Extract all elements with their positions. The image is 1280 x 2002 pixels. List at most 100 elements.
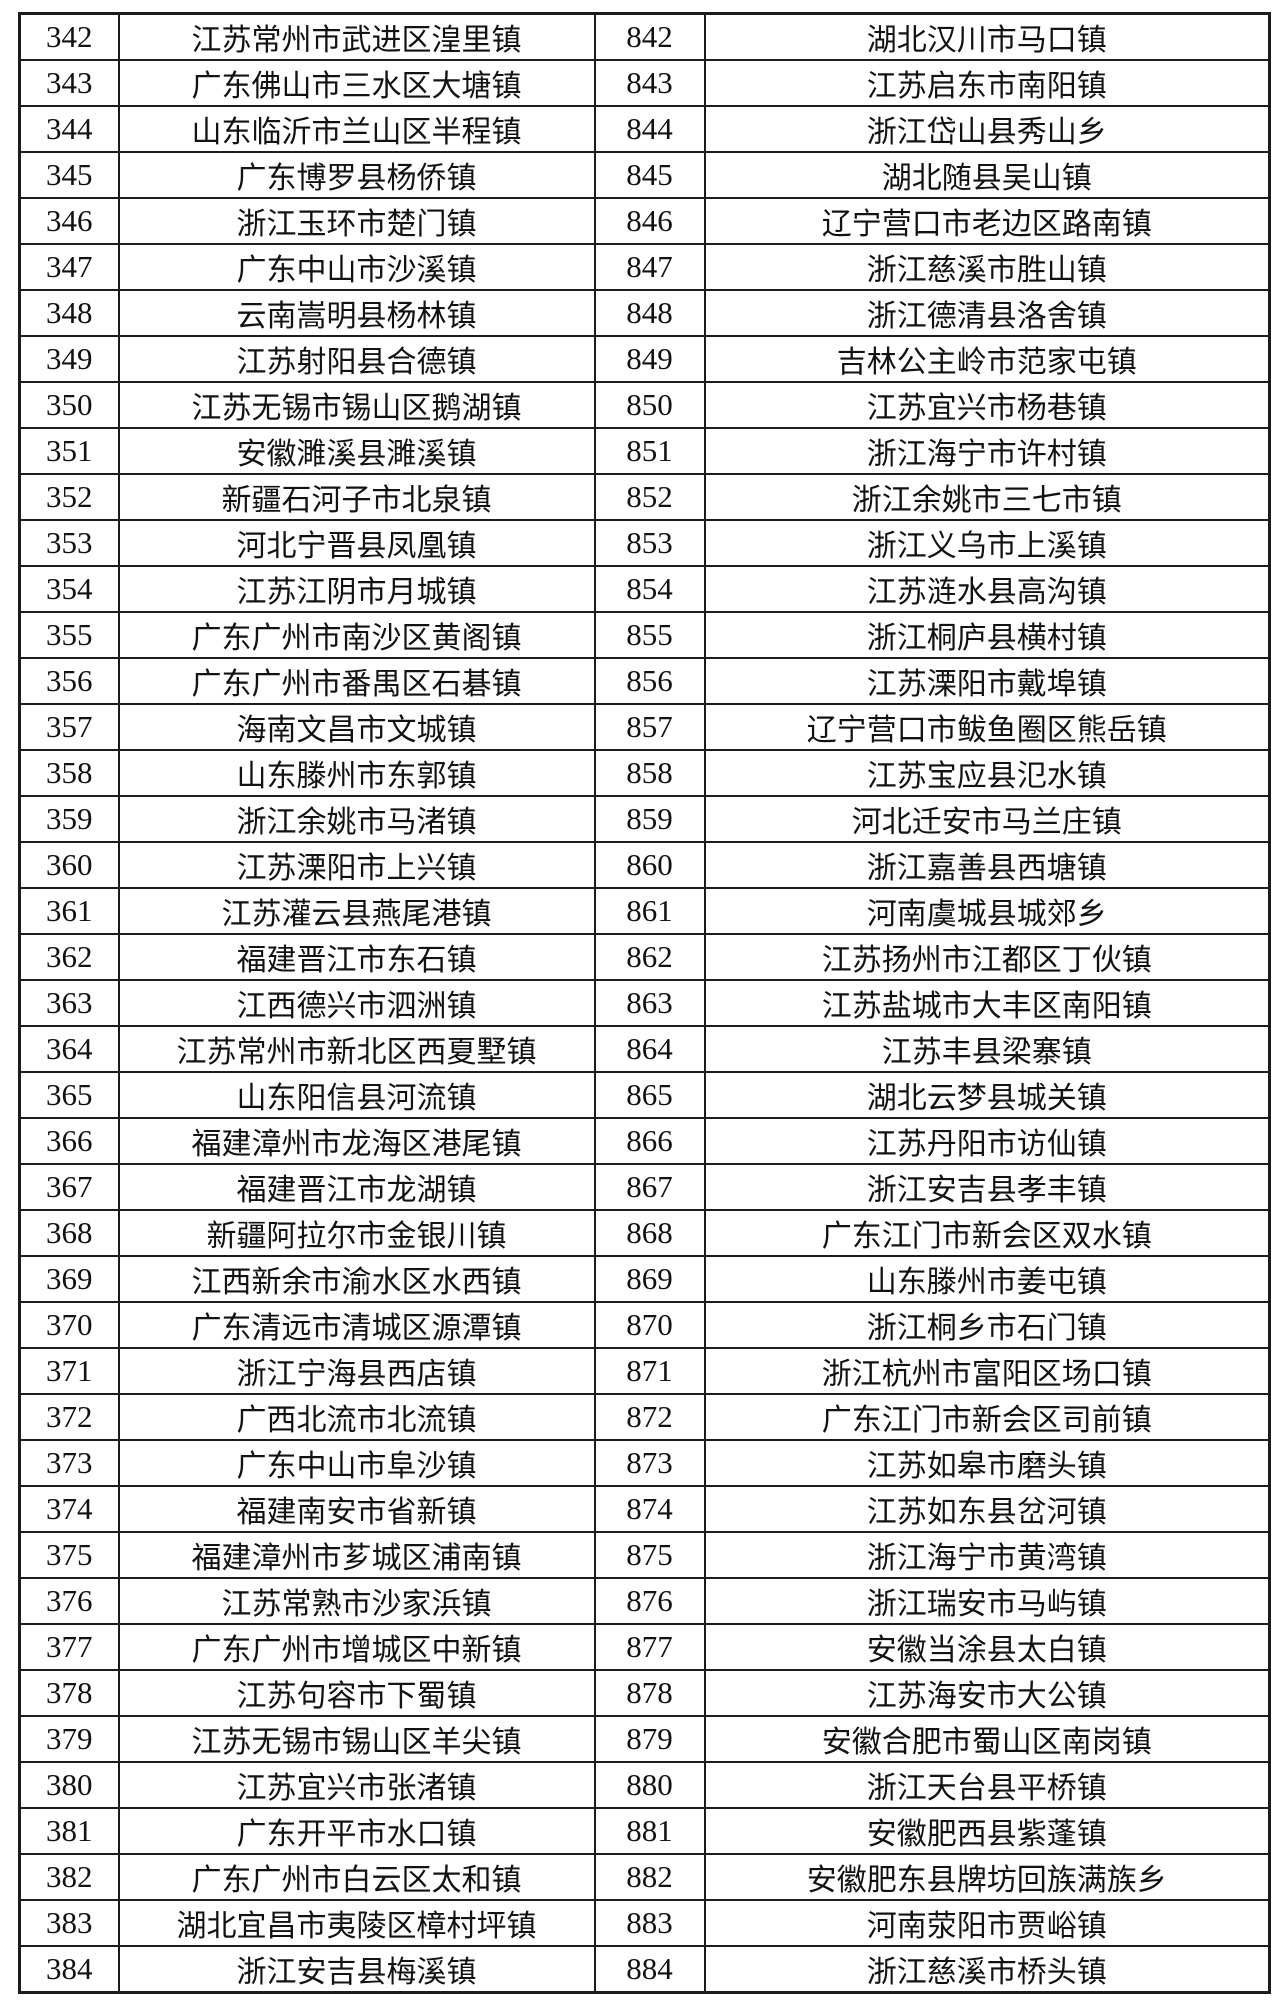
rank-cell: 353 [18,519,120,567]
rank-cell: 857 [593,703,706,751]
rank-cell: 882 [593,1853,706,1901]
rank-cell: 884 [593,1945,706,1994]
table-row: 346 浙江玉环市楚门镇 846 辽宁营口市老边区路南镇 [18,197,1271,245]
rank-cell: 374 [18,1485,120,1533]
town-name-cell: 浙江义乌市上溪镇 [703,519,1271,567]
town-name-cell: 江苏溧阳市上兴镇 [117,841,596,889]
town-name-cell: 广东广州市增城区中新镇 [117,1623,596,1671]
town-name-cell: 吉林公主岭市范家屯镇 [703,335,1271,383]
town-name-cell: 云南嵩明县杨林镇 [117,289,596,337]
town-name-cell: 浙江嘉善县西塘镇 [703,841,1271,889]
rank-cell: 869 [593,1255,706,1303]
town-name-cell: 江苏江阴市月城镇 [117,565,596,613]
rank-cell: 854 [593,565,706,613]
town-name-cell: 安徽肥西县紫蓬镇 [703,1807,1271,1855]
rank-cell: 874 [593,1485,706,1533]
town-name-cell: 浙江桐乡市石门镇 [703,1301,1271,1349]
rank-cell: 863 [593,979,706,1027]
town-name-cell: 湖北云梦县城关镇 [703,1071,1271,1119]
rank-cell: 849 [593,335,706,383]
town-name-cell: 江苏宜兴市杨巷镇 [703,381,1271,429]
rank-cell: 865 [593,1071,706,1119]
table-row: 377 广东广州市增城区中新镇 877 安徽当涂县太白镇 [18,1623,1271,1671]
town-name-cell: 浙江海宁市黄湾镇 [703,1531,1271,1579]
town-name-cell: 广东佛山市三水区大塘镇 [117,59,596,107]
town-name-cell: 福建晋江市龙湖镇 [117,1163,596,1211]
town-name-cell: 湖北汉川市马口镇 [703,12,1271,61]
rank-cell: 365 [18,1071,120,1119]
table-row: 359 浙江余姚市马渚镇 859 河北迁安市马兰庄镇 [18,795,1271,843]
rank-cell: 881 [593,1807,706,1855]
rank-cell: 350 [18,381,120,429]
table-row: 347 广东中山市沙溪镇 847 浙江慈溪市胜山镇 [18,243,1271,291]
rank-cell: 377 [18,1623,120,1671]
town-name-cell: 广东江门市新会区双水镇 [703,1209,1271,1257]
town-name-cell: 新疆阿拉尔市金银川镇 [117,1209,596,1257]
table-row: 351 安徽濉溪县濉溪镇 851 浙江海宁市许村镇 [18,427,1271,475]
rank-cell: 346 [18,197,120,245]
town-name-cell: 河北迁安市马兰庄镇 [703,795,1271,843]
table-row: 362 福建晋江市东石镇 862 江苏扬州市江都区丁伙镇 [18,933,1271,981]
table-row: 365 山东阳信县河流镇 865 湖北云梦县城关镇 [18,1071,1271,1119]
rank-cell: 880 [593,1761,706,1809]
table-row: 376 江苏常熟市沙家浜镇 876 浙江瑞安市马屿镇 [18,1577,1271,1625]
town-name-cell: 浙江慈溪市胜山镇 [703,243,1271,291]
table-row: 380 江苏宜兴市张渚镇 880 浙江天台县平桥镇 [18,1761,1271,1809]
rank-cell: 864 [593,1025,706,1073]
table-row: 364 江苏常州市新北区西夏墅镇 864 江苏丰县梁寨镇 [18,1025,1271,1073]
rank-cell: 845 [593,151,706,199]
rank-cell: 866 [593,1117,706,1165]
rank-cell: 872 [593,1393,706,1441]
rank-cell: 371 [18,1347,120,1395]
rank-cell: 867 [593,1163,706,1211]
town-name-cell: 江苏启东市南阳镇 [703,59,1271,107]
rank-cell: 342 [18,12,120,61]
town-name-cell: 浙江余姚市马渚镇 [117,795,596,843]
town-name-cell: 河南荥阳市贾峪镇 [703,1899,1271,1947]
table-row: 381 广东开平市水口镇 881 安徽肥西县紫蓬镇 [18,1807,1271,1855]
town-name-cell: 山东阳信县河流镇 [117,1071,596,1119]
rank-cell: 856 [593,657,706,705]
rank-cell: 369 [18,1255,120,1303]
table-row: 349 江苏射阳县合德镇 849 吉林公主岭市范家屯镇 [18,335,1271,383]
rank-cell: 844 [593,105,706,153]
town-name-cell: 江苏涟水县高沟镇 [703,565,1271,613]
rank-cell: 367 [18,1163,120,1211]
town-name-cell: 安徽肥东县牌坊回族满族乡 [703,1853,1271,1901]
rank-cell: 362 [18,933,120,981]
rank-cell: 381 [18,1807,120,1855]
town-name-cell: 海南文昌市文城镇 [117,703,596,751]
table-row: 370 广东清远市清城区源潭镇 870 浙江桐乡市石门镇 [18,1301,1271,1349]
table-row: 354 江苏江阴市月城镇 854 江苏涟水县高沟镇 [18,565,1271,613]
rank-cell: 846 [593,197,706,245]
table-row: 366 福建漳州市龙海区港尾镇 866 江苏丹阳市访仙镇 [18,1117,1271,1165]
town-name-cell: 辽宁营口市老边区路南镇 [703,197,1271,245]
rank-cell: 364 [18,1025,120,1073]
town-name-cell: 广东开平市水口镇 [117,1807,596,1855]
table-row: 356 广东广州市番禺区石碁镇 856 江苏溧阳市戴埠镇 [18,657,1271,705]
town-name-cell: 安徽濉溪县濉溪镇 [117,427,596,475]
table-row: 372 广西北流市北流镇 872 广东江门市新会区司前镇 [18,1393,1271,1441]
rank-cell: 354 [18,565,120,613]
town-name-cell: 山东临沂市兰山区半程镇 [117,105,596,153]
town-name-cell: 江苏无锡市锡山区羊尖镇 [117,1715,596,1763]
town-name-cell: 广东中山市沙溪镇 [117,243,596,291]
town-name-cell: 安徽当涂县太白镇 [703,1623,1271,1671]
rank-cell: 349 [18,335,120,383]
town-name-cell: 浙江慈溪市桥头镇 [703,1945,1271,1994]
table-row: 360 江苏溧阳市上兴镇 860 浙江嘉善县西塘镇 [18,841,1271,889]
town-ranking-table: 342 江苏常州市武进区湟里镇 842 湖北汉川市马口镇 343 广东佛山市三水区大塘镇 8… [18,12,1271,1994]
town-name-cell: 浙江瑞安市马屿镇 [703,1577,1271,1625]
town-name-cell: 湖北宜昌市夷陵区樟村坪镇 [117,1899,596,1947]
town-name-cell: 广东江门市新会区司前镇 [703,1393,1271,1441]
table-row: 368 新疆阿拉尔市金银川镇 868 广东江门市新会区双水镇 [18,1209,1271,1257]
town-name-cell: 辽宁营口市鲅鱼圈区熊岳镇 [703,703,1271,751]
rank-cell: 344 [18,105,120,153]
table-row: 358 山东滕州市东郭镇 858 江苏宝应县氾水镇 [18,749,1271,797]
table-row: 350 江苏无锡市锡山区鹅湖镇 850 江苏宜兴市杨巷镇 [18,381,1271,429]
rank-cell: 380 [18,1761,120,1809]
table-row: 384 浙江安吉县梅溪镇 884 浙江慈溪市桥头镇 [18,1945,1271,1994]
table-row: 348 云南嵩明县杨林镇 848 浙江德清县洛舍镇 [18,289,1271,337]
rank-cell: 384 [18,1945,120,1994]
rank-cell: 868 [593,1209,706,1257]
